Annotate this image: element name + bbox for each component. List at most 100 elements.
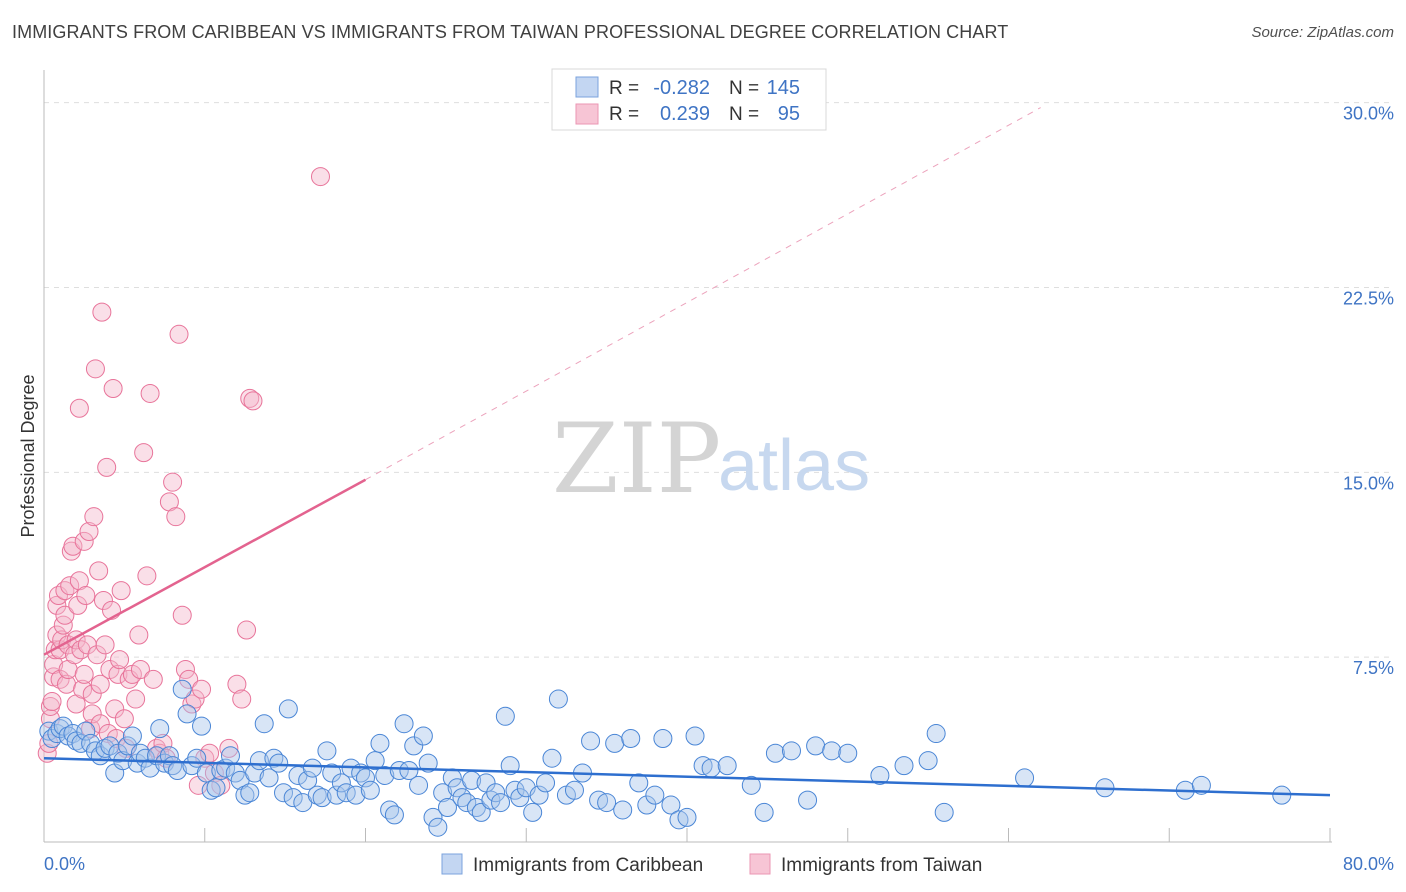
caribbean-point [150,719,170,739]
caribbean-point [661,795,681,815]
caribbean-points [39,679,1292,837]
caribbean-point [629,773,649,793]
caribbean-point [192,716,212,736]
caribbean-point [95,738,115,758]
legend-n-label-2: N = [729,104,759,125]
caribbean-point [404,736,424,756]
taiwan-point [163,472,183,492]
caribbean-point [838,743,858,763]
caribbean-point [433,783,453,803]
caribbean-point [765,743,785,763]
caribbean-point [346,785,366,805]
caribbean-point [201,780,221,800]
caribbean-point [693,756,713,776]
legend-r-label: R = [609,78,639,99]
x-ticks [43,828,1331,842]
taiwan-point [192,679,212,699]
caribbean-point [394,714,414,734]
taiwan-point [73,679,93,699]
caribbean-point [298,770,318,790]
caribbean-point [589,790,609,810]
caribbean-point [135,748,155,768]
caribbean-point [669,810,689,830]
taiwan-point [172,605,192,625]
caribbean-point [356,768,375,788]
caribbean-point [605,733,625,753]
watermark-zip: ZIP [552,403,721,515]
taiwan-point [240,388,260,408]
caribbean-point [140,758,160,778]
caribbean-point [1015,768,1035,788]
bottom-legend: Immigrants from Caribbean Immigrants fro… [441,853,982,876]
top-legend: R = -0.282 N = 145 R = 0.239 N = 95 [551,68,827,131]
y-tick-label: 30.0% [1343,104,1394,124]
caribbean-point [302,758,322,778]
gridlines [44,102,1394,658]
caribbean-point [542,748,562,768]
caribbean-point [822,741,842,761]
taiwan-point [179,669,199,689]
caribbean-point [399,761,419,781]
caribbean-point [283,788,303,808]
taiwan-point [97,457,117,477]
taiwan-point [82,704,102,724]
caribbean-point [476,773,496,793]
taiwan-point [137,566,157,586]
caribbean-point [894,756,914,776]
taiwan-point [243,391,263,411]
caribbean-point [918,751,938,771]
watermark-atlas: atlas [718,426,870,506]
taiwan-trend-extension [365,107,1041,481]
caribbean-point [428,817,448,837]
bottom-legend-swatch-caribbean [441,853,463,875]
taiwan-point [169,324,189,344]
taiwan-point [76,586,96,606]
caribbean-point [437,797,457,817]
caribbean-point [365,751,385,771]
caribbean-point [409,775,429,795]
taiwan-point [185,689,205,709]
chart-title: IMMIGRANTS FROM CARIBBEAN VS IMMIGRANTS … [12,22,1009,42]
watermark: ZIP atlas [552,403,870,515]
trend-lines [43,107,1331,797]
caribbean-point [798,790,818,810]
legend-n-value-taiwan: 95 [778,103,800,125]
taiwan-point [95,635,115,655]
caribbean-point [317,741,337,761]
taiwan-point [55,605,75,625]
caribbean-point [375,765,395,785]
taiwan-point [50,669,70,689]
caribbean-point [806,736,826,756]
caribbean-point [177,704,197,724]
taiwan-points [37,167,330,795]
caribbean-point [122,726,142,746]
caribbean-point [413,726,433,746]
taiwan-point [81,719,101,739]
caribbean-point [211,761,231,781]
caribbean-point [269,753,289,773]
taiwan-point [166,507,186,527]
caribbean-point [637,795,657,815]
legend-r-value-taiwan: 0.239 [660,103,710,125]
caribbean-point [360,780,380,800]
caribbean-point [500,756,520,776]
taiwan-point [65,645,85,665]
caribbean-point [926,724,946,744]
caribbean-point [1191,775,1211,795]
caribbean-point [312,788,332,808]
taiwan-point [219,738,239,758]
caribbean-point [581,731,601,751]
taiwan-point [232,689,252,709]
caribbean-point [645,785,665,805]
source-credit: Source: ZipAtlas.com [1251,24,1394,41]
taiwan-point [134,443,154,463]
taiwan-point [60,576,80,596]
x-tick-label-max: 80.0% [1343,854,1394,874]
taiwan-point [89,561,109,581]
taiwan-point [85,359,105,379]
caribbean-point [529,785,549,805]
caribbean-point [653,728,673,748]
x-tick-label-min: 0.0% [44,854,85,874]
caribbean-point [754,802,774,822]
